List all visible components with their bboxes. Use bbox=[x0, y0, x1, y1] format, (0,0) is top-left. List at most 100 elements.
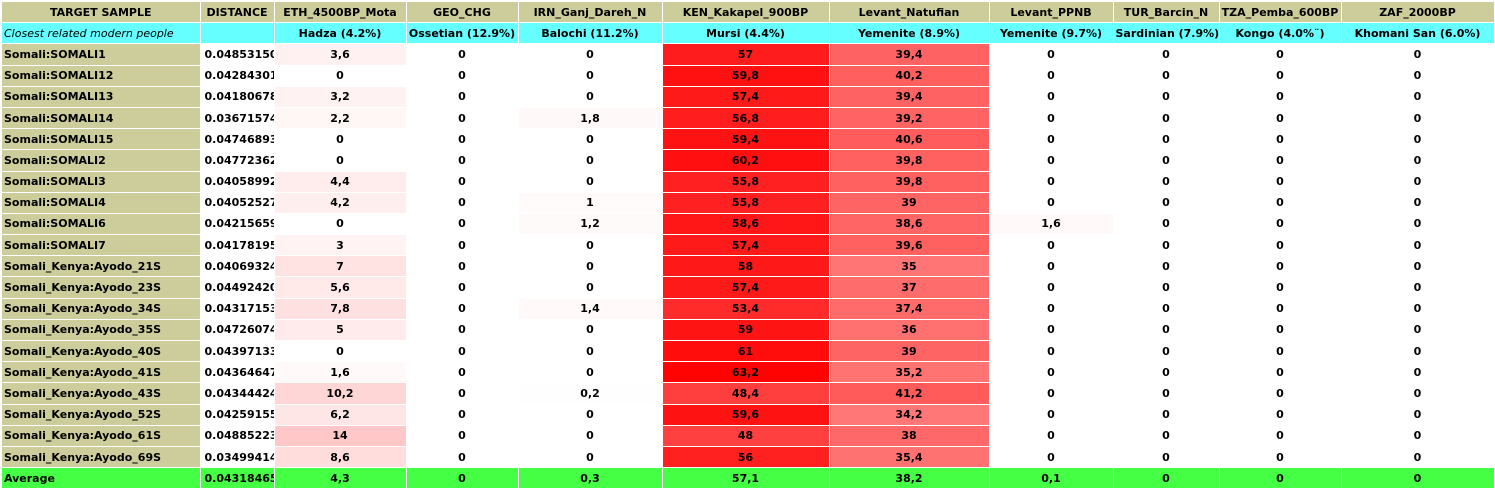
value-geo-chg: 0 bbox=[406, 234, 519, 257]
sample-name: Somali_Kenya:Ayodo_61S bbox=[2, 425, 201, 447]
value-geo-chg: 0 bbox=[406, 319, 519, 342]
column-header-distance: DISTANCE bbox=[200, 2, 275, 24]
value-tza-pemba-600bp: 0 bbox=[1219, 425, 1342, 447]
value-levant-natufian: 41,2 bbox=[829, 382, 990, 405]
value-geo-chg: 0 bbox=[406, 192, 519, 214]
value-irn-ganj-dareh-n: 0 bbox=[518, 446, 663, 469]
closest-modern-tur-barcin-n: Sardinian (7.9%) bbox=[1113, 22, 1220, 45]
distance-value: 0.04492420 bbox=[200, 276, 275, 299]
closest-modern-row: Closest related modern people Hadza (4.2%… bbox=[2, 22, 1495, 45]
value-tza-pemba-600bp: 0 bbox=[1219, 107, 1342, 130]
value-geo-chg: 0 bbox=[406, 255, 519, 278]
value-ken-kakapel-900bp: 58,6 bbox=[662, 213, 830, 236]
distance-value: 0.04746893 bbox=[200, 128, 275, 151]
sample-name: Somali:SOMALI13 bbox=[2, 86, 201, 108]
value-eth-4500bp-mota: 10,2 bbox=[274, 382, 407, 405]
value-levant-ppnb: 1,6 bbox=[989, 213, 1114, 236]
value-tza-pemba-600bp: 0 bbox=[1219, 446, 1342, 469]
value-geo-chg: 0 bbox=[406, 149, 519, 172]
value-ken-kakapel-900bp: 56,8 bbox=[662, 107, 830, 130]
value-tur-barcin-n: 0 bbox=[1113, 192, 1220, 214]
closest-modern-blank bbox=[200, 22, 275, 45]
table-row: Somali:SOMALI15 0.04746893 0 0 0 59,4 40,6 0 0 0 0 bbox=[2, 128, 1495, 151]
value-levant-natufian: 37,4 bbox=[829, 298, 990, 320]
distance-value: 0.04772362 bbox=[200, 149, 275, 172]
closest-modern-levant-natufian: Yemenite (8.9%) bbox=[829, 22, 990, 45]
value-ken-kakapel-900bp: 48,4 bbox=[662, 382, 830, 405]
value-levant-ppnb: 0 bbox=[989, 319, 1114, 342]
distance-value: 0.04180678 bbox=[200, 86, 275, 108]
value-ken-kakapel-900bp: 63,2 bbox=[662, 361, 830, 384]
value-tur-barcin-n: 0 bbox=[1113, 171, 1220, 193]
value-tur-barcin-n: 0 bbox=[1113, 234, 1220, 257]
value-ken-kakapel-900bp: 57 bbox=[662, 43, 830, 66]
closest-modern-tza-pemba-600bp: Kongo (4.0%¨) bbox=[1219, 22, 1342, 45]
distance-value: 0.04052527 bbox=[200, 192, 275, 214]
table-row: Somali_Kenya:Ayodo_43S 0.04344424 10,2 0 0,2… bbox=[2, 382, 1495, 405]
header-row: TARGET SAMPLE DISTANCE ETH_4500BP_Mota GEO_… bbox=[2, 2, 1495, 24]
value-geo-chg: 0 bbox=[406, 446, 519, 469]
value-levant-natufian: 39,4 bbox=[829, 86, 990, 108]
value-ken-kakapel-900bp: 58 bbox=[662, 255, 830, 278]
value-geo-chg: 0 bbox=[406, 382, 519, 405]
value-zaf-2000bp: 0 bbox=[1341, 213, 1495, 236]
value-levant-natufian: 39,2 bbox=[829, 107, 990, 130]
column-header-zaf-2000bp: ZAF_2000BP bbox=[1341, 2, 1495, 24]
value-tur-barcin-n: 0 bbox=[1113, 382, 1220, 405]
table-row: Somali:SOMALI13 0.04180678 3,2 0 0 57,4 39,4 0 0… bbox=[2, 86, 1495, 108]
value-levant-ppnb: 0 bbox=[989, 425, 1114, 447]
value-ken-kakapel-900bp: 56 bbox=[662, 446, 830, 469]
value-zaf-2000bp: 0 bbox=[1341, 404, 1495, 426]
value-eth-4500bp-mota: 5,6 bbox=[274, 276, 407, 299]
value-geo-chg: 0 bbox=[406, 361, 519, 384]
closest-modern-zaf-2000bp: Khomani San (6.0%) bbox=[1341, 22, 1495, 45]
value-levant-natufian: 39,8 bbox=[829, 149, 990, 172]
value-levant-ppnb: 0 bbox=[989, 446, 1114, 469]
table-row: Somali:SOMALI4 0.04052527 4,2 0 1 55,8 39 0 0 0 0 bbox=[2, 192, 1495, 214]
sample-name: Somali_Kenya:Ayodo_40S bbox=[2, 340, 201, 363]
table-row: Somali:SOMALI14 0.03671574 2,2 0 1,8 56,8 39,2… bbox=[2, 107, 1495, 130]
value-zaf-2000bp: 0 bbox=[1341, 128, 1495, 151]
value-tur-barcin-n: 0 bbox=[1113, 255, 1220, 278]
table-row: Somali:SOMALI1 0.04853150 3,6 0 0 57 39,4 0 0 0 0 bbox=[2, 43, 1495, 66]
value-ken-kakapel-900bp: 57,4 bbox=[662, 276, 830, 299]
table-row: Somali_Kenya:Ayodo_52S 0.04259155 6,2 0 0 59,… bbox=[2, 404, 1495, 426]
value-ken-kakapel-900bp: 59 bbox=[662, 319, 830, 342]
value-geo-chg: 0 bbox=[406, 340, 519, 363]
value-levant-natufian: 40,2 bbox=[829, 65, 990, 87]
value-ken-kakapel-900bp: 48 bbox=[662, 425, 830, 447]
column-header-tza-pemba-600bp: TZA_Pemba_600BP bbox=[1219, 2, 1342, 24]
value-levant-natufian: 39,8 bbox=[829, 171, 990, 193]
value-geo-chg: 0 bbox=[406, 65, 519, 87]
value-eth-4500bp-mota: 0 bbox=[274, 213, 407, 236]
value-irn-ganj-dareh-n: 0 bbox=[518, 340, 663, 363]
value-levant-ppnb: 0 bbox=[989, 86, 1114, 108]
distance-value: 0.04215659 bbox=[200, 213, 275, 236]
value-zaf-2000bp: 0 bbox=[1341, 340, 1495, 363]
closest-modern-geo-chg: Ossetian (12.9%) bbox=[406, 22, 519, 45]
sample-name: Somali:SOMALI2 bbox=[2, 149, 201, 172]
value-tza-pemba-600bp: 0 bbox=[1219, 276, 1342, 299]
value-zaf-2000bp: 0 bbox=[1341, 65, 1495, 87]
value-irn-ganj-dareh-n: 0 bbox=[518, 149, 663, 172]
sample-name: Somali_Kenya:Ayodo_69S bbox=[2, 446, 201, 469]
table-row: Somali_Kenya:Ayodo_69S 0.03499414 8,6 0 0 56 3… bbox=[2, 446, 1495, 469]
table-row: Somali_Kenya:Ayodo_23S 0.04492420 5,6 0 0 57,… bbox=[2, 276, 1495, 299]
value-tur-barcin-n: 0 bbox=[1113, 446, 1220, 469]
value-tza-pemba-600bp: 0 bbox=[1219, 361, 1342, 384]
value-zaf-2000bp: 0 bbox=[1341, 192, 1495, 214]
value-levant-ppnb: 0 bbox=[989, 128, 1114, 151]
value-irn-ganj-dareh-n: 0 bbox=[518, 276, 663, 299]
sample-name: Somali:SOMALI6 bbox=[2, 213, 201, 236]
value-geo-chg: 0 bbox=[406, 404, 519, 426]
sample-name: Somali:SOMALI3 bbox=[2, 171, 201, 193]
closest-modern-eth-4500bp-mota: Hadza (4.2%) bbox=[274, 22, 407, 45]
column-header-levant-natufian: Levant_Natufian bbox=[829, 2, 990, 24]
value-tur-barcin-n: 0 bbox=[1113, 107, 1220, 130]
value-levant-ppnb: 0 bbox=[989, 149, 1114, 172]
value-irn-ganj-dareh-n: 0 bbox=[518, 43, 663, 66]
value-eth-4500bp-mota: 4,2 bbox=[274, 192, 407, 214]
value-ken-kakapel-900bp: 59,6 bbox=[662, 404, 830, 426]
value-tur-barcin-n: 0 bbox=[1113, 404, 1220, 426]
